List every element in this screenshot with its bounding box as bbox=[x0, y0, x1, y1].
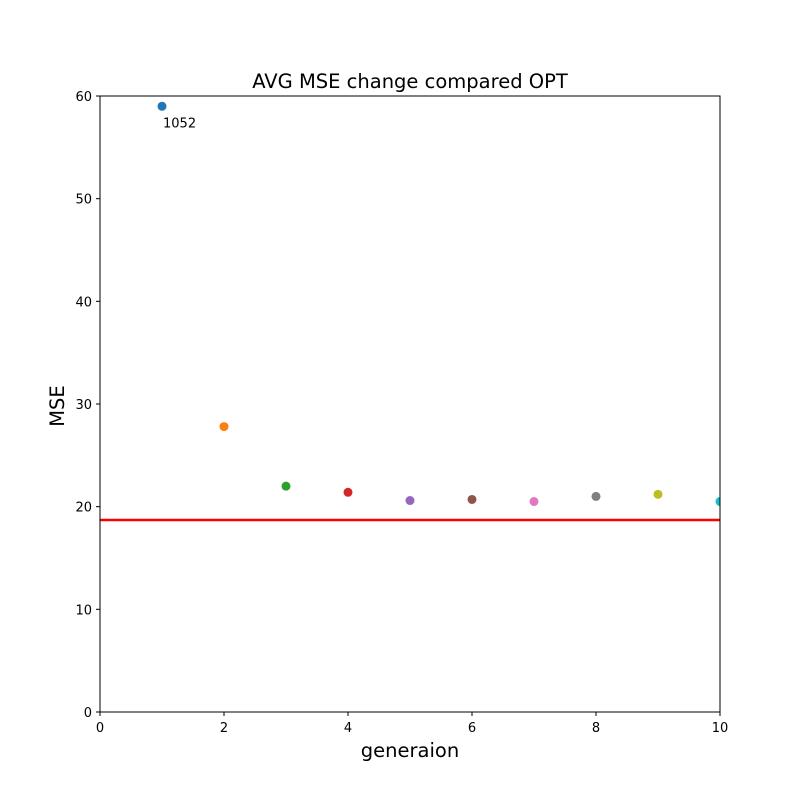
x-tick-label-6: 6 bbox=[468, 721, 476, 736]
data-point-5 bbox=[405, 496, 415, 506]
x-tick-label-0: 0 bbox=[96, 721, 104, 736]
data-point-7 bbox=[529, 497, 539, 507]
chart-title: AVG MSE change compared OPT bbox=[252, 70, 568, 93]
data-point-3 bbox=[281, 481, 291, 491]
x-tick-label-4: 4 bbox=[344, 721, 352, 736]
x-tick-label-2: 2 bbox=[220, 721, 228, 736]
y-tick-label-30: 30 bbox=[75, 398, 92, 413]
x-axis-label: generaion bbox=[361, 739, 459, 762]
data-point-1 bbox=[157, 101, 167, 111]
y-tick-label-40: 40 bbox=[75, 295, 92, 310]
x-tick-label-8: 8 bbox=[592, 721, 600, 736]
y-tick-label-0: 0 bbox=[84, 706, 92, 721]
data-point-6 bbox=[467, 494, 477, 504]
data-point-8 bbox=[591, 491, 601, 501]
y-tick-label-50: 50 bbox=[75, 193, 92, 208]
y-tick-label-60: 60 bbox=[75, 90, 92, 105]
y-tick-label-20: 20 bbox=[75, 501, 92, 516]
plot-area: 1052 0 2 4 6 8 10 0 10 20 30 40 50 60 bbox=[75, 90, 728, 736]
x-tick-label-10: 10 bbox=[712, 721, 729, 736]
y-tick-label-10: 10 bbox=[75, 603, 92, 618]
data-point-4 bbox=[343, 487, 353, 497]
data-point-2 bbox=[219, 422, 229, 432]
y-axis-label: MSE bbox=[46, 385, 69, 427]
annotation-1: 1052 bbox=[163, 116, 196, 131]
data-point-9 bbox=[653, 489, 663, 499]
data-point-10 bbox=[715, 497, 720, 507]
